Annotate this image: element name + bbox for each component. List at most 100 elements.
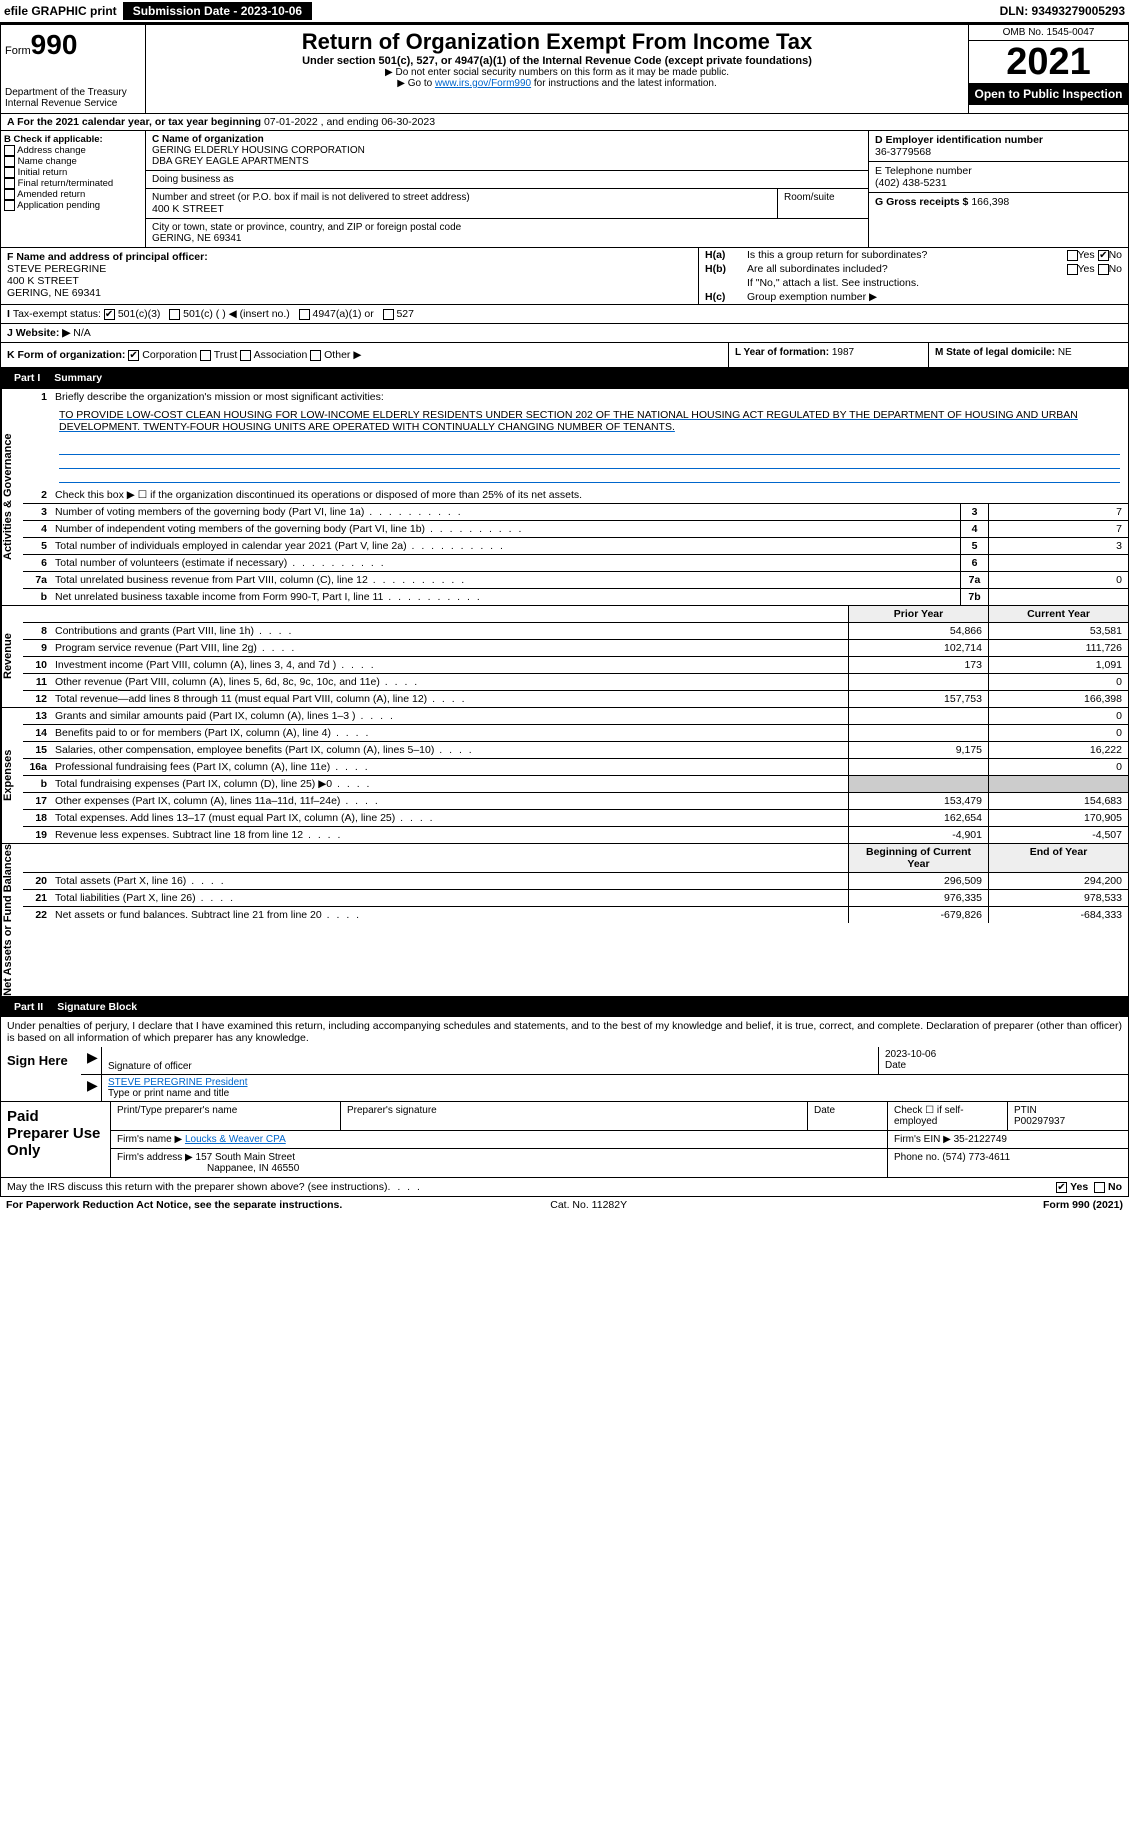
firm-tel-lbl: Phone no. — [894, 1152, 940, 1163]
d-ein: D Employer identification number 36-3779… — [869, 131, 1128, 162]
side-exp: Expenses — [1, 708, 23, 843]
col-f: F Name and address of principal officer:… — [1, 248, 698, 304]
city-lbl: City or town, state or province, country… — [152, 222, 862, 233]
row-fh: F Name and address of principal officer:… — [0, 248, 1129, 305]
efile-label: efile GRAPHIC print — [4, 4, 117, 18]
hdr-right: OMB No. 1545-0047 2021 Open to Public In… — [968, 25, 1128, 113]
gov-content: 1 Briefly describe the organization's mi… — [23, 389, 1128, 605]
py-hdr: Prior Year — [848, 606, 988, 622]
colb-hdr: B Check if applicable: — [4, 134, 142, 145]
ha-yes[interactable] — [1067, 250, 1078, 261]
discuss-row: May the IRS discuss this return with the… — [0, 1178, 1129, 1197]
rev-row: 12Total revenue—add lines 8 through 11 (… — [23, 691, 1128, 707]
hdr-left: Form990 Department of the Treasury Inter… — [1, 25, 146, 113]
chk-other[interactable] — [310, 350, 321, 361]
part1-bar: Part I Summary — [0, 368, 1129, 388]
col-h: H(a) Is this a group return for subordin… — [698, 248, 1128, 304]
foot-line: For Paperwork Reduction Act Notice, see … — [0, 1197, 1129, 1213]
h-a: H(a) Is this a group return for subordin… — [699, 248, 1128, 262]
rev-row: 8Contributions and grants (Part VIII, li… — [23, 623, 1128, 640]
chk-name-lbl: Name change — [18, 156, 77, 167]
hb-yes-lbl: Yes — [1078, 263, 1095, 275]
firm-ein: 35-2122749 — [954, 1134, 1007, 1145]
ptin-val: P00297937 — [1014, 1116, 1122, 1127]
firm-name[interactable]: Loucks & Weaver CPA — [185, 1134, 286, 1145]
hb-lbl: Are all subordinates included? — [747, 263, 1012, 275]
k-o2: Trust — [214, 349, 238, 361]
chk-501c[interactable] — [169, 309, 180, 320]
col-b: B Check if applicable: Address change Na… — [1, 131, 146, 247]
ha-no[interactable] — [1098, 250, 1109, 261]
chk-501c3[interactable] — [104, 309, 115, 320]
part2-bar: Part II Signature Block — [0, 997, 1129, 1017]
exp-row: 19Revenue less expenses. Subtract line 1… — [23, 827, 1128, 843]
tax-year: 2021 — [969, 41, 1128, 83]
chk-name[interactable]: Name change — [4, 156, 142, 167]
part1-title: Summary — [54, 372, 102, 384]
row-a-pre: A For the 2021 calendar year, or tax yea… — [7, 116, 264, 128]
l2-txt: Check this box ▶ ☐ if the organization d… — [51, 487, 1128, 503]
prep-block: Paid Preparer Use Only Print/Type prepar… — [0, 1102, 1129, 1178]
c-city-row: City or town, state or province, country… — [146, 219, 868, 247]
k-o4: Other ▶ — [324, 349, 361, 361]
entity-block: B Check if applicable: Address change Na… — [0, 131, 1129, 248]
col-m: M State of legal domicile: NE — [928, 343, 1128, 367]
sign-here-lbl: Sign Here — [1, 1047, 81, 1101]
firm-addr-lbl: Firm's address ▶ — [117, 1152, 193, 1163]
mission-blank1 — [59, 441, 1120, 455]
submission-date-btn[interactable]: Submission Date - 2023-10-06 — [123, 2, 312, 20]
form-subtitle: Under section 501(c), 527, or 4947(a)(1)… — [152, 55, 962, 67]
prep-h1: Print/Type preparer's name — [111, 1102, 341, 1130]
c-name-row: C Name of organization GERING ELDERLY HO… — [146, 131, 868, 171]
org-name: GERING ELDERLY HOUSING CORPORATION — [152, 145, 862, 156]
chk-trust[interactable] — [200, 350, 211, 361]
exp-row: 15Salaries, other compensation, employee… — [23, 742, 1128, 759]
chk-amended[interactable]: Amended return — [4, 189, 142, 200]
part2-title: Signature Block — [57, 1001, 137, 1013]
row-j: J Website: ▶ N/A — [0, 324, 1129, 343]
chk-app[interactable]: Application pending — [4, 200, 142, 211]
penalty-text: Under penalties of perjury, I declare th… — [0, 1017, 1129, 1047]
hb-no[interactable] — [1098, 264, 1109, 275]
website-val: N/A — [73, 327, 91, 339]
rev-row: 9Program service revenue (Part VIII, lin… — [23, 640, 1128, 657]
exp-row: 18Total expenses. Add lines 13–17 (must … — [23, 810, 1128, 827]
note2-post: for instructions and the latest informat… — [531, 78, 717, 89]
c-addr-row: Number and street (or P.O. box if mail i… — [146, 189, 868, 219]
note-link-line: ▶ Go to www.irs.gov/Form990 for instruct… — [152, 78, 962, 89]
chk-initial[interactable]: Initial return — [4, 167, 142, 178]
rev-row: 10Investment income (Part VIII, column (… — [23, 657, 1128, 674]
discuss-yes-chk[interactable] — [1056, 1182, 1067, 1193]
net-row: 20Total assets (Part X, line 16)296,5092… — [23, 873, 1128, 890]
chk-assoc[interactable] — [240, 350, 251, 361]
chk-527[interactable] — [383, 309, 394, 320]
mission-blank3 — [59, 469, 1120, 483]
hb-yes[interactable] — [1067, 264, 1078, 275]
gov-row: 4Number of independent voting members of… — [23, 521, 1128, 538]
chk-final[interactable]: Final return/terminated — [4, 178, 142, 189]
gov-row: 3Number of voting members of the governi… — [23, 504, 1128, 521]
exp-row: bTotal fundraising expenses (Part IX, co… — [23, 776, 1128, 793]
h-c: H(c) Group exemption number ▶ — [699, 290, 1128, 304]
ein-lbl: D Employer identification number — [875, 134, 1122, 146]
exp-content: 13Grants and similar amounts paid (Part … — [23, 708, 1128, 843]
chk-4947[interactable] — [299, 309, 310, 320]
col-k: K Form of organization: Corporation Trus… — [1, 343, 728, 367]
note2-pre: ▶ Go to — [397, 78, 435, 89]
officer-addr1: 400 K STREET — [7, 275, 692, 287]
instructions-link[interactable]: www.irs.gov/Form990 — [435, 78, 531, 89]
mission-text: TO PROVIDE LOW-COST CLEAN HOUSING FOR LO… — [23, 405, 1128, 437]
rev-row: 11Other revenue (Part VIII, column (A), … — [23, 674, 1128, 691]
discuss-no-chk[interactable] — [1094, 1182, 1105, 1193]
k-o1: Corporation — [142, 349, 197, 361]
tel-lbl: E Telephone number — [875, 165, 1122, 177]
arrow-icon-2: ▶ — [87, 1077, 98, 1093]
pra-txt: For Paperwork Reduction Act Notice, see … — [6, 1199, 342, 1211]
firm-ein-lbl: Firm's EIN ▶ — [894, 1134, 951, 1145]
firm-addr1: 157 South Main Street — [196, 1152, 296, 1163]
dots-icon — [388, 1181, 422, 1193]
chk-addr[interactable]: Address change — [4, 145, 142, 156]
ha-no-lbl: No — [1109, 249, 1122, 261]
chk-corp[interactable] — [128, 350, 139, 361]
cy-hdr: Current Year — [988, 606, 1128, 622]
